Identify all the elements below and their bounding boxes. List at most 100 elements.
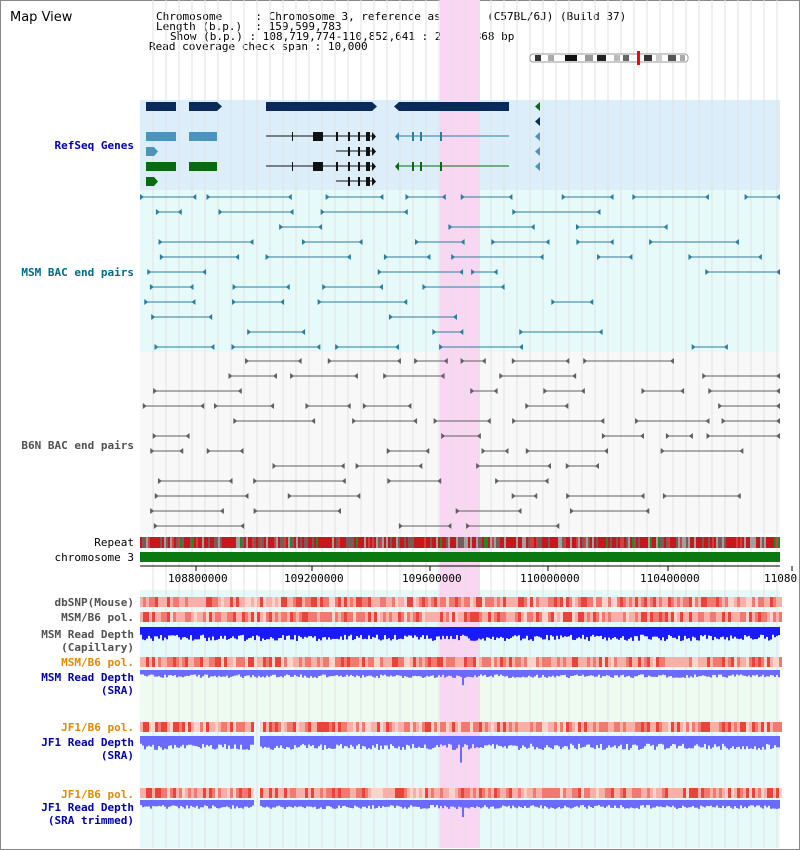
repeat-element	[546, 537, 548, 548]
msm-pol-cell	[323, 612, 326, 622]
jf1-pol-cell	[749, 722, 752, 732]
msm-sra-depth-bar	[666, 670, 668, 678]
jf1-pol-cell	[695, 722, 698, 732]
jf1-pol2-cell	[626, 788, 629, 798]
refseq-genes-track[interactable]	[146, 102, 540, 186]
repeat-element	[528, 537, 530, 548]
msm-sra-depth-bar	[178, 670, 180, 677]
dbsnp-cell	[644, 597, 647, 607]
msm-pol-cell	[737, 612, 740, 622]
jf1-pol-cell	[374, 722, 377, 732]
repeat-element	[152, 537, 154, 548]
jf1-sra-depth-bar	[198, 736, 200, 748]
jf1-trim-depth-bar	[756, 800, 758, 806]
repeat-element	[230, 537, 232, 548]
dbsnp-cell	[338, 597, 341, 607]
jf1-pol-cell	[149, 722, 152, 732]
jf1-trim-depth-bar	[498, 800, 500, 809]
ideogram-band	[656, 55, 662, 61]
jf1-trim-depth-bar	[224, 800, 226, 808]
msm-sra-depth-bar	[486, 670, 488, 678]
jf1-trim-depth-bar	[638, 800, 640, 809]
msm-depth-sra-label: MSM Read Depth (SRA)	[41, 671, 134, 697]
msm-sra-depth-bar	[242, 670, 244, 678]
jf1-sra-depth-bar	[616, 736, 618, 749]
msm-pol-cell	[266, 612, 269, 622]
jf1-pol2-cell	[323, 788, 326, 798]
msm-pol-cell	[437, 612, 440, 622]
jf1-sra-depth-bar	[320, 736, 322, 745]
jf1-sra-depth-bar	[418, 736, 420, 747]
jf1-trim-depth-bar	[770, 800, 772, 809]
jf1-trim-depth-bar	[482, 800, 484, 808]
repeat-element	[606, 537, 608, 548]
msm-pol-cell	[449, 612, 452, 622]
jf1-sra-depth-bar	[594, 736, 596, 749]
msm-pol2-cell	[686, 657, 689, 667]
msm-pol-cell	[641, 612, 644, 622]
msm-sra-depth-bar	[736, 670, 738, 675]
msm-sra-depth-bar	[600, 670, 602, 678]
jf1-sra-depth-bar	[652, 736, 654, 745]
b6n-bac-end	[425, 448, 430, 454]
jf1-sra-depth-bar	[206, 736, 208, 745]
msm-sra-depth-bar	[400, 670, 402, 676]
jf1-pol2-cell	[356, 788, 359, 798]
jf1-sra-depth-bar	[346, 736, 348, 747]
msm-pol-cell	[188, 612, 191, 622]
jf1-trim-depth-bar	[688, 800, 690, 808]
msm-pol-cell	[395, 612, 398, 622]
dbsnp-cell	[416, 597, 419, 607]
msm-sra-depth-bar	[562, 670, 564, 675]
msm-pol2-cell	[386, 657, 389, 667]
jf1-pol-cell	[185, 722, 188, 732]
b6n-bac-end	[386, 448, 391, 454]
msm-sra-depth-bar	[422, 670, 424, 678]
b6n-bac-pairs-track[interactable]	[142, 358, 780, 529]
msm-pol2-cell	[773, 657, 776, 667]
msm-bac-end	[403, 299, 408, 305]
msm-sra-depth-bar	[740, 670, 742, 675]
msm-sra-depth-bar	[270, 670, 272, 676]
capillary-depth-bar	[276, 627, 278, 641]
capillary-depth-bar	[478, 627, 480, 639]
msm-sra-depth-bar	[714, 670, 716, 675]
repeat-element	[320, 537, 322, 548]
jf1-pol-cell	[347, 722, 350, 732]
jf1-pol2-cell	[536, 788, 539, 798]
jf1-sra-depth-bar	[460, 736, 462, 763]
repeat-element	[368, 537, 370, 548]
page-title: Map View	[10, 10, 73, 25]
jf1-pol2-cell	[416, 788, 419, 798]
repeat-element	[212, 537, 214, 548]
dbsnp-cell	[683, 597, 686, 607]
msm-bac-end	[149, 284, 154, 290]
msm-sra-depth-bar	[640, 670, 642, 675]
msm-pol2-cell	[554, 657, 557, 667]
jf1-trim-depth-bar	[726, 800, 728, 807]
msm-pol2-cell	[731, 657, 734, 667]
jf1-trim-depth-bar	[330, 800, 332, 807]
msm-bac-pairs-track[interactable]	[140, 194, 780, 350]
jf1-sra-depth-bar	[726, 736, 728, 749]
msm-sra-depth-bar	[674, 670, 676, 678]
b6n-bac-end	[233, 418, 238, 424]
repeat-element	[544, 537, 546, 548]
jf1-sra-depth-bar	[508, 736, 510, 746]
jf1-sra-depth-bar	[422, 736, 424, 748]
jf1-trim-depth-bar	[518, 800, 520, 807]
jf1-trim-depth-bar	[176, 800, 178, 807]
jf1-pol2-cell	[206, 788, 209, 798]
jf1-sra-depth-bar	[666, 736, 668, 749]
jf1-trim-depth-bar	[486, 800, 488, 808]
jf1-trim-depth-bar	[534, 800, 536, 807]
chromosome-ideogram[interactable]	[529, 51, 689, 65]
msm-sra-depth-bar	[260, 670, 262, 678]
jf1-trim-depth-bar	[590, 800, 592, 808]
repeat-element	[370, 537, 372, 548]
dbsnp-cell	[317, 597, 320, 607]
b6n-bac-end	[179, 448, 184, 454]
msm-pol2-cell	[575, 657, 578, 667]
repeat-element	[304, 537, 306, 548]
